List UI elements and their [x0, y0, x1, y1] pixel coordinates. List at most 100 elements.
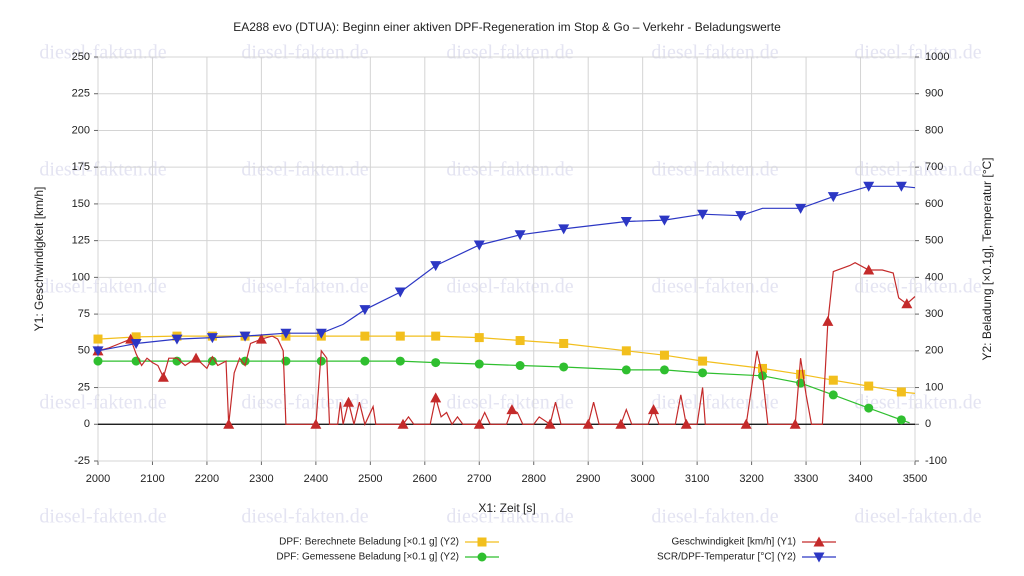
marker [477, 552, 487, 562]
marker [206, 333, 218, 344]
watermark: diesel-fakten.de [854, 392, 981, 414]
y2-tick-label: 900 [925, 88, 943, 100]
marker [514, 230, 526, 241]
marker [544, 418, 556, 429]
marker [648, 404, 660, 415]
y-tick-label: 150 [72, 198, 90, 210]
y-tick-label: 25 [78, 381, 90, 393]
marker [190, 352, 202, 363]
watermark: diesel-fakten.de [241, 392, 368, 414]
x-tick-label: 2500 [358, 473, 382, 485]
y2-tick-label: 0 [925, 418, 931, 430]
watermarks: diesel-fakten.de diesel-fakten.de diesel-f… [39, 42, 981, 528]
marker [397, 418, 409, 429]
watermark: diesel-fakten.de [39, 159, 166, 181]
marker [515, 361, 525, 371]
watermark: diesel-fakten.de [651, 392, 778, 414]
series-line [97, 262, 916, 427]
x-tick-label: 2900 [576, 473, 600, 485]
marker [310, 418, 322, 429]
marker [92, 346, 104, 357]
marker [822, 315, 834, 326]
marker [863, 181, 875, 192]
x-axis-label: X1: Zeit [s] [478, 501, 535, 515]
marker [698, 356, 708, 366]
marker [477, 537, 487, 547]
watermark: diesel-fakten.de [854, 276, 981, 298]
marker [130, 338, 142, 349]
marker [255, 333, 267, 344]
x-tick-label: 2100 [140, 473, 164, 485]
marker [659, 365, 669, 375]
marker [558, 224, 570, 235]
watermark: diesel-fakten.de [446, 159, 573, 181]
y2-axis-label: Y2: Beladung [×0.1g], Temperatur [°C] [980, 157, 994, 360]
marker [698, 368, 708, 378]
marker [431, 331, 441, 341]
y-tick-label: 200 [72, 124, 90, 136]
y2-tick-label: 200 [925, 345, 943, 357]
y-tick-label: 100 [72, 271, 90, 283]
marker [430, 261, 442, 272]
marker [789, 418, 801, 429]
watermark: diesel-fakten.de [39, 506, 166, 528]
watermark: diesel-fakten.de [854, 159, 981, 181]
marker [474, 359, 484, 369]
marker [864, 381, 874, 391]
x-tick-label: 3200 [739, 473, 763, 485]
y2-tick-label: 300 [925, 308, 943, 320]
marker [280, 328, 292, 339]
watermark: diesel-fakten.de [39, 392, 166, 414]
y-tick-label: 50 [78, 345, 90, 357]
marker [827, 192, 839, 203]
legend-label: SCR/DPF-Temperatur [°C] (Y2) [657, 552, 796, 563]
marker [131, 332, 141, 342]
legend-label: DPF: Berechnete Beladung [×0.1 g] (Y2) [279, 537, 459, 548]
marker [828, 375, 838, 385]
series-line [97, 185, 916, 352]
y-tick-label: 225 [72, 88, 90, 100]
marker [740, 418, 752, 429]
x-tick-label: 3000 [630, 473, 654, 485]
marker [474, 333, 484, 343]
watermark: diesel-fakten.de [39, 42, 166, 64]
marker [515, 336, 525, 346]
watermark: diesel-fakten.de [651, 276, 778, 298]
marker [93, 356, 103, 366]
watermark: diesel-fakten.de [241, 276, 368, 298]
marker [360, 356, 370, 366]
watermark: diesel-fakten.de [241, 42, 368, 64]
y2-tick-label: 500 [925, 235, 943, 247]
marker [315, 328, 327, 339]
x-tick-label: 2400 [304, 473, 328, 485]
marker [559, 338, 569, 348]
y-axis-label: Y1: Geschwindigkeit [km/h] [32, 187, 46, 332]
marker [621, 346, 631, 356]
series-line [98, 360, 910, 424]
marker [395, 356, 405, 366]
marker [813, 552, 825, 563]
y-tick-label: 0 [84, 418, 90, 430]
marker [896, 387, 906, 397]
marker [93, 334, 103, 344]
y2-tick-label: 400 [925, 271, 943, 283]
y2-tick-label: 700 [925, 161, 943, 173]
y2-tick-label: 600 [925, 198, 943, 210]
legend-label: DPF: Gemessene Beladung [×0.1 g] (Y2) [276, 552, 459, 563]
x-tick-label: 3300 [794, 473, 818, 485]
marker [430, 392, 442, 403]
y2-tick-label: 800 [925, 124, 943, 136]
marker [360, 331, 370, 341]
marker [896, 415, 906, 425]
marker [863, 264, 875, 275]
marker [172, 356, 182, 366]
y2-tick-label: 1000 [925, 51, 949, 63]
y-tick-label: -25 [74, 455, 90, 467]
marker [157, 371, 169, 382]
marker [796, 369, 806, 379]
marker [239, 331, 251, 342]
watermark: diesel-fakten.de [39, 276, 166, 298]
marker [697, 209, 709, 220]
marker [559, 362, 569, 372]
